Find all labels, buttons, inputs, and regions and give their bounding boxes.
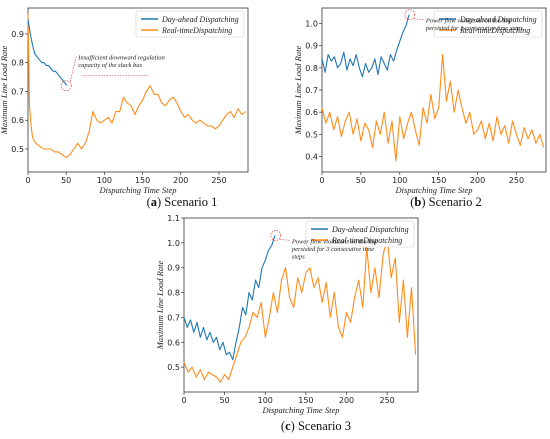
x-tick-label: 50: [356, 176, 366, 185]
x-tick-label: 100: [97, 176, 112, 185]
caption-paren: (: [410, 195, 414, 209]
x-tick-label: 0: [25, 176, 30, 185]
y-tick-label: 1.0: [167, 239, 180, 248]
x-tick-label: 100: [258, 396, 273, 405]
annotation-text: capacity of the slack bus: [78, 62, 142, 69]
chart-panel-2: 0 50 100 150 200 250 0.4 0.5 0.6 0.7 0.8 0.9 1.0 Disp…: [293, 7, 547, 209]
annotation-text: Insufficient downward regulation: [77, 55, 165, 62]
y-axis-label: Maximum Line Load Rate: [293, 46, 303, 136]
caption-label: c: [285, 419, 291, 433]
y-tick-label: 0.6: [305, 108, 318, 117]
x-tick-label: 250: [211, 176, 226, 185]
x-tick-label: 150: [431, 176, 446, 185]
legend-label: Day-ahead Dispatching: [459, 15, 537, 24]
y-tick-label: 0.4: [305, 152, 318, 161]
x-tick-label: 200: [173, 176, 188, 185]
y-tick-label: 1.0: [305, 20, 318, 29]
y-tick-label: 0.6: [167, 338, 180, 347]
y-tick-label: 0.5: [305, 130, 318, 139]
panel-caption: (b) Scenario 2: [410, 195, 482, 209]
plot-frame: [27, 7, 249, 173]
y-tick-label: 0.9: [167, 264, 180, 273]
annotation-connector: [279, 239, 290, 241]
annotation-marker: [404, 9, 416, 21]
y-tick-label: 0.7: [11, 87, 24, 96]
y-tick-label: 0.7: [167, 313, 180, 322]
x-tick-label: 50: [61, 176, 71, 185]
series-line-day-ahead: [27, 19, 68, 87]
annotation-marker: [270, 229, 282, 241]
legend-label: Real-timeDispatching: [459, 26, 530, 35]
legend-label: Day-ahead Dispatching: [161, 15, 239, 24]
caption-paren: (: [147, 195, 151, 209]
annotation-text: Power flow violations on the line: [425, 18, 512, 25]
legend: Day-ahead Dispatching Real-timeDispatchin…: [433, 10, 543, 38]
legend-box: [305, 220, 415, 248]
annotation-text: Power flow violations on the line: [291, 238, 378, 245]
annotation-connector: [69, 56, 77, 82]
annotation-marker: [60, 80, 72, 92]
legend-label: Real-timeDispatching: [331, 236, 402, 245]
y-tick-label: 0.5: [167, 363, 180, 372]
series-line-real-time: [321, 53, 545, 162]
legend: Day-ahead Dispatching Real-timeDispatchin…: [305, 220, 415, 248]
y-tick-label: 0.9: [11, 30, 24, 39]
plot-frame: [183, 217, 419, 393]
annotation-text: steps: [292, 253, 305, 260]
y-tick-label: 0.8: [167, 289, 180, 298]
x-tick-label: 200: [339, 396, 354, 405]
panel-caption: (a) Scenario 1: [147, 195, 218, 209]
y-tick-label: 0.7: [305, 86, 318, 95]
series-line-day-ahead: [321, 14, 410, 78]
x-axis-label: Dispatching Time Step: [395, 185, 473, 195]
x-tick-label: 150: [135, 176, 150, 185]
x-tick-label: 50: [220, 396, 230, 405]
x-tick-label: 250: [509, 176, 524, 185]
panel-caption: (c) Scenario 3: [281, 419, 351, 433]
series-line-real-time: [27, 13, 247, 159]
caption-text: ) Scenario 2: [421, 195, 481, 209]
y-axis-label: Maximum Line Load Rate: [155, 261, 165, 351]
chart-panel-1: 0 50 100 150 200 250 0.5 0.6 0.7 0.8 0.9 Dispatchin…: [0, 7, 249, 209]
annotation-connector: [413, 18, 424, 20]
x-axis-label: Dispatching Time Step: [99, 185, 177, 195]
y-tick-label: 0.6: [11, 116, 24, 125]
x-tick-label: 250: [379, 396, 394, 405]
caption-text: ) Scenario 3: [291, 419, 351, 433]
y-tick-label: 0.8: [305, 64, 318, 73]
x-tick-label: 200: [470, 176, 485, 185]
caption-text: ) Scenario 1: [157, 195, 217, 209]
y-tick-label: 0.5: [11, 145, 24, 154]
y-axis-label: Maximum Line Load Rate: [0, 46, 9, 136]
caption-label: b: [414, 195, 421, 209]
x-tick-label: 100: [392, 176, 407, 185]
caption-paren: (: [281, 419, 285, 433]
caption-label: a: [151, 195, 158, 209]
annotation-text: persisted for 3 consecutive time: [291, 246, 374, 253]
y-tick-label: 0.9: [305, 42, 318, 51]
series-line-day-ahead: [183, 235, 276, 361]
x-tick-label: 0: [319, 176, 324, 185]
legend-box: [433, 10, 543, 38]
y-tick-label: 1.1: [167, 214, 180, 223]
legend-label: Day-ahead Dispatching: [331, 225, 409, 234]
legend-label: Real-timeDispatching: [161, 26, 232, 35]
chart-panel-3: 0 50 100 150 200 250 0.5 0.6 0.7 0.8 0.9 1.0 1.1 Disp…: [155, 214, 419, 433]
y-tick-label: 0.8: [11, 59, 24, 68]
annotation-text: persisted for 3 consecutive time steps: [425, 25, 523, 32]
legend: Day-ahead Dispatching Real-timeDispatchin…: [135, 10, 245, 38]
x-axis-label: Dispatching Time Step: [262, 405, 340, 415]
legend-box: [135, 10, 245, 38]
x-tick-label: 150: [298, 396, 313, 405]
series-line-real-time: [183, 237, 417, 383]
x-tick-label: 0: [181, 396, 186, 405]
